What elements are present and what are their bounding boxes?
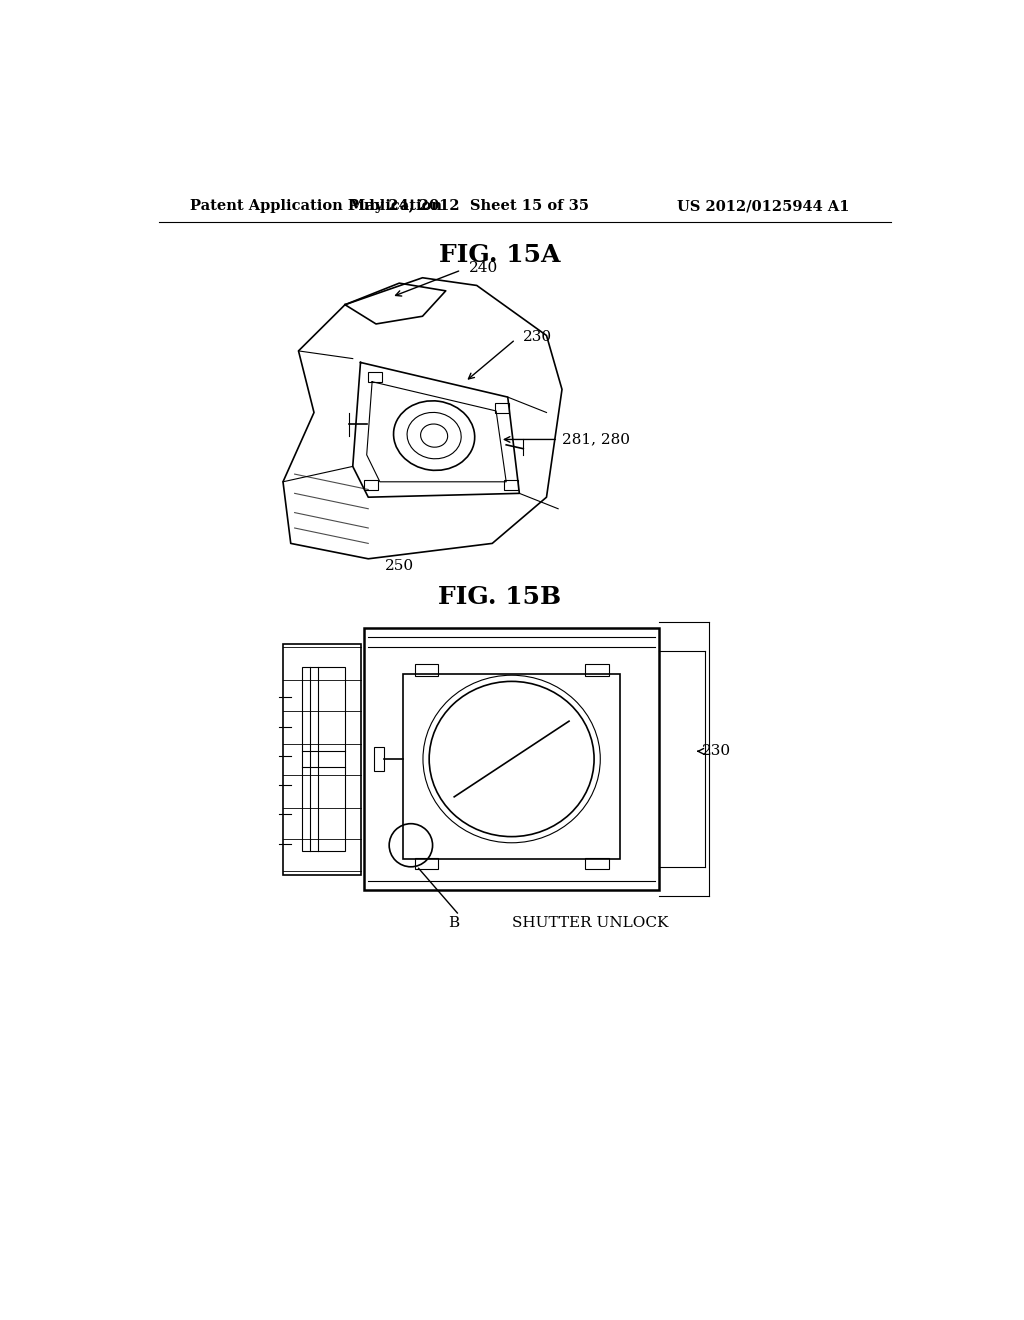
Bar: [586, 858, 608, 869]
Bar: [365, 480, 378, 490]
Bar: [283, 644, 360, 875]
Bar: [403, 675, 621, 859]
Bar: [369, 372, 382, 381]
Text: FIG. 15A: FIG. 15A: [439, 243, 561, 267]
Text: SHUTTER UNLOCK: SHUTTER UNLOCK: [512, 916, 668, 931]
Text: May 24, 2012  Sheet 15 of 35: May 24, 2012 Sheet 15 of 35: [349, 199, 589, 213]
Text: 230: 230: [701, 744, 731, 758]
Text: B: B: [447, 916, 459, 931]
Text: US 2012/0125944 A1: US 2012/0125944 A1: [677, 199, 850, 213]
Bar: [415, 858, 438, 869]
Text: 250: 250: [385, 560, 414, 573]
Bar: [302, 667, 345, 851]
Bar: [375, 747, 384, 771]
Text: 281, 280: 281, 280: [562, 433, 630, 446]
Bar: [365, 628, 658, 890]
Text: 240: 240: [469, 261, 499, 275]
Text: 230: 230: [523, 330, 552, 345]
Text: Patent Application Publication: Patent Application Publication: [190, 199, 442, 213]
Text: FIG. 15B: FIG. 15B: [438, 585, 561, 610]
Bar: [504, 480, 518, 490]
Bar: [586, 664, 608, 676]
Bar: [495, 404, 509, 412]
Bar: [415, 664, 438, 676]
